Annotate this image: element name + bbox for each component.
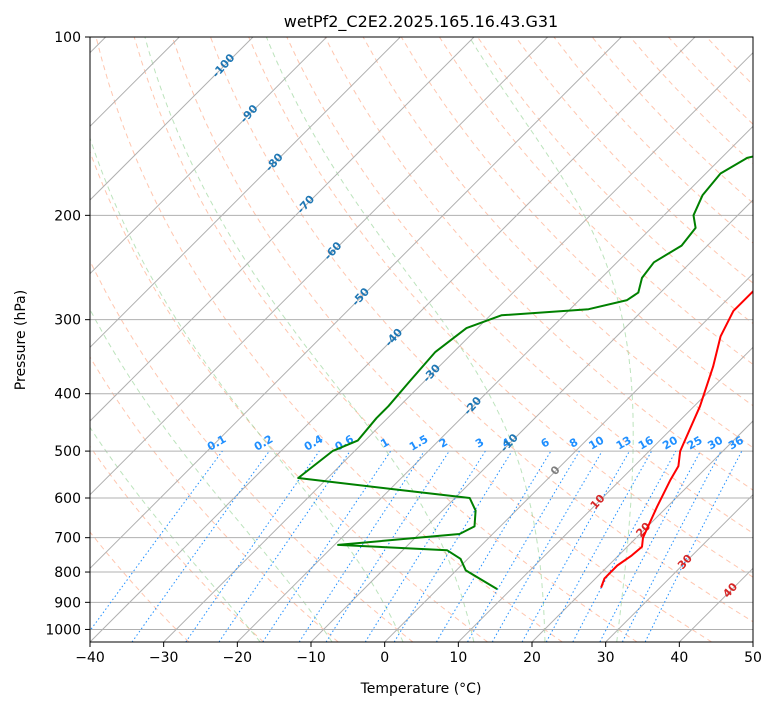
- moist-adiabat: [90, 426, 261, 642]
- mixing-ratio-line: [325, 450, 450, 642]
- x-tick-label: −20: [223, 650, 253, 666]
- isotherm-line: [90, 37, 328, 275]
- y-tick-label: 900: [54, 595, 81, 611]
- isotherm-line: [90, 37, 254, 201]
- y-tick-label: 400: [54, 387, 81, 403]
- y-tick-label: 200: [54, 208, 81, 224]
- isotherm-line: [310, 199, 753, 642]
- isotherm-line: [531, 420, 753, 642]
- isotherm-line: [605, 493, 753, 642]
- x-axis-label: Temperature (°C): [360, 681, 482, 697]
- isotherm-line: [90, 37, 622, 570]
- mixing-ratio-line: [644, 450, 743, 642]
- y-tick-label: 100: [54, 30, 81, 46]
- mixing-ratio-line: [545, 450, 653, 642]
- moist-adiabat: [90, 136, 404, 642]
- x-tick-label: 20: [523, 650, 541, 666]
- y-tick-label: 700: [54, 531, 81, 547]
- dry-adiabat: [90, 445, 264, 642]
- x-tick-label: −30: [149, 650, 179, 666]
- axes: −40 −30 −20 −10 0 10 20 30 40 50 1000 900 800 700 600 5…: [45, 30, 762, 666]
- isotherm-line: [90, 37, 401, 349]
- sounding-profiles: [297, 155, 753, 590]
- dry-adiabat: [90, 356, 339, 642]
- mixing-ratio-line: [90, 450, 223, 632]
- y-axis-label: Pressure (hPa): [13, 290, 29, 390]
- y-tick-label: 600: [54, 491, 81, 507]
- dry-adiabat: [400, 37, 753, 407]
- dry-adiabat: [248, 37, 753, 578]
- isotherm-line: [90, 37, 475, 422]
- mixing-ratio-line: [521, 450, 630, 642]
- x-tick-label: 10: [449, 650, 467, 666]
- isotherm-line: [90, 37, 696, 642]
- mixing-ratio-line: [131, 450, 270, 642]
- y-tick-label: 500: [54, 444, 81, 460]
- y-tick-label: 800: [54, 565, 81, 581]
- moist-adiabat: [144, 37, 475, 642]
- dry-adiabat: [515, 37, 753, 284]
- x-tick-label: 30: [597, 650, 615, 666]
- dry-adiabat: [210, 37, 753, 623]
- isotherm-line: [457, 346, 753, 642]
- mixing-ratio-line: [262, 450, 392, 642]
- dry-adiabat: [171, 37, 712, 642]
- moist-adiabat: [265, 37, 546, 642]
- x-tick-label: 0: [380, 650, 389, 666]
- isotherm-line: [90, 37, 549, 496]
- temperature-profile: [600, 289, 753, 588]
- x-tick-label: 40: [670, 650, 688, 666]
- dry-adiabat: [438, 37, 753, 366]
- mixing-ratio-line: [185, 450, 320, 642]
- chart-title: wetPf2_C2E2.2025.165.16.43.G31: [284, 12, 558, 32]
- mixing-ratio-line: [298, 450, 425, 642]
- mixing-ratio-line: [218, 450, 351, 642]
- dry-adiabat: [90, 531, 190, 642]
- mixing-ratio-line: [393, 450, 513, 642]
- y-tick-label: 300: [54, 313, 81, 329]
- x-tick-label: 50: [744, 650, 762, 666]
- x-tick-label: −10: [296, 650, 326, 666]
- dewpoint-profile: [297, 155, 753, 590]
- plot-frame: [89, 36, 754, 643]
- dry-adiabat: [90, 150, 488, 642]
- isotherm-line: [163, 51, 753, 642]
- x-tick-label: −40: [75, 650, 105, 666]
- dry-adiabat: [133, 37, 638, 642]
- y-tick-label: 1000: [45, 622, 81, 638]
- mixing-ratio-line: [572, 450, 677, 642]
- isotherm-line: [236, 125, 753, 642]
- isotherm-line: [384, 272, 753, 642]
